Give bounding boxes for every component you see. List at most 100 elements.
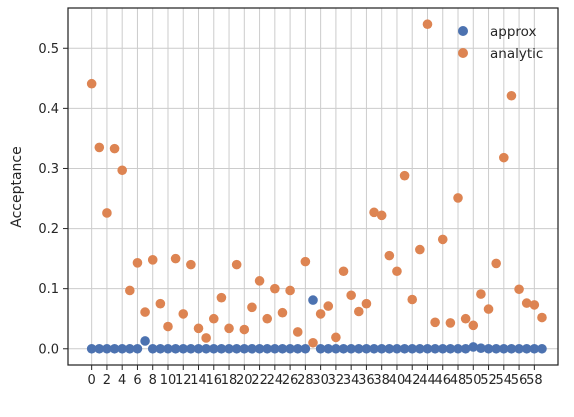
data-point-approx xyxy=(262,343,273,354)
data-point-approx xyxy=(445,343,456,354)
x-tick-label: 50 xyxy=(465,373,482,388)
x-tick-label: 6 xyxy=(133,373,141,388)
data-point-approx xyxy=(537,343,547,354)
data-point-approx xyxy=(224,343,234,354)
x-tick-label: 2 xyxy=(103,373,111,388)
data-point-analytic xyxy=(247,302,257,313)
data-point-analytic xyxy=(239,324,250,335)
x-tick-label: 0 xyxy=(88,373,96,388)
data-point-approx xyxy=(422,343,433,354)
data-point-approx xyxy=(216,343,227,354)
data-point-approx xyxy=(109,343,120,354)
x-tick-label: 28 xyxy=(297,373,314,388)
data-point-approx xyxy=(323,343,334,354)
data-point-approx xyxy=(186,343,196,354)
data-point-analytic xyxy=(224,323,234,334)
data-point-approx xyxy=(94,343,105,354)
data-point-approx xyxy=(201,343,211,354)
data-point-analytic xyxy=(453,193,463,203)
data-point-approx xyxy=(346,343,356,354)
y-tick-label: 0.0 xyxy=(38,342,59,357)
data-point-analytic xyxy=(384,250,395,261)
data-point-approx xyxy=(499,343,509,354)
data-point-approx xyxy=(132,343,143,354)
x-tick-label: 44 xyxy=(419,373,436,388)
axis-ticks: 0 2 4 6 8 10121416182022242628303234363840424… xyxy=(38,42,542,388)
data-point-approx xyxy=(506,343,517,354)
data-point-approx xyxy=(331,343,341,354)
data-point-approx xyxy=(117,343,127,354)
data-point-analytic xyxy=(117,165,127,176)
data-point-analytic xyxy=(323,301,334,311)
data-point-approx xyxy=(193,343,204,354)
data-point-analytic xyxy=(163,321,173,332)
data-point-analytic xyxy=(338,266,349,277)
y-tick-label: 0.1 xyxy=(38,282,59,297)
data-point-analytic xyxy=(109,143,120,154)
data-point-analytic xyxy=(262,313,273,324)
data-point-approx xyxy=(86,343,97,354)
data-point-analytic xyxy=(208,313,219,324)
data-point-approx xyxy=(376,343,387,354)
data-series xyxy=(86,19,547,354)
data-point-approx xyxy=(529,343,540,354)
data-point-approx xyxy=(361,343,372,354)
x-tick-label: 40 xyxy=(389,373,406,388)
data-point-approx xyxy=(270,343,280,354)
x-tick-label: 48 xyxy=(450,373,467,388)
data-point-analytic xyxy=(231,259,242,270)
x-tick-label: 12 xyxy=(175,373,192,388)
data-point-analytic xyxy=(491,258,501,269)
data-point-analytic xyxy=(308,337,318,348)
data-point-approx xyxy=(353,343,364,354)
data-point-analytic xyxy=(315,309,326,319)
data-point-approx xyxy=(483,343,494,354)
data-point-analytic xyxy=(399,170,410,181)
data-point-analytic xyxy=(140,307,150,317)
data-point-approx xyxy=(102,343,112,354)
data-point-analytic xyxy=(514,284,524,295)
data-point-analytic xyxy=(407,294,418,305)
x-tick-label: 46 xyxy=(434,373,451,388)
data-point-analytic xyxy=(499,152,509,163)
legend-label-approx: approx xyxy=(490,24,537,40)
y-tick-label: 0.4 xyxy=(38,102,59,117)
x-tick-label: 36 xyxy=(358,373,375,388)
legend-marker-analytic xyxy=(458,48,468,58)
data-point-approx xyxy=(521,343,532,354)
data-point-approx xyxy=(476,343,486,353)
data-point-analytic xyxy=(445,318,456,328)
data-point-approx xyxy=(369,343,379,354)
data-point-approx xyxy=(208,343,219,354)
data-point-analytic xyxy=(270,283,280,294)
data-point-approx xyxy=(415,343,425,354)
x-tick-label: 32 xyxy=(328,373,345,388)
x-tick-label: 26 xyxy=(282,373,299,388)
data-point-analytic xyxy=(254,276,265,286)
data-point-approx xyxy=(292,343,303,354)
data-point-analytic xyxy=(155,298,166,309)
data-point-approx xyxy=(170,343,181,354)
data-point-approx xyxy=(399,343,410,354)
data-point-analytic xyxy=(125,285,135,296)
data-point-analytic xyxy=(331,332,341,343)
data-point-approx xyxy=(277,343,288,354)
legend-label-analytic: analytic xyxy=(490,46,543,62)
data-point-approx xyxy=(140,336,150,346)
data-point-approx xyxy=(163,343,173,354)
x-tick-label: 14 xyxy=(190,373,207,388)
data-point-analytic xyxy=(216,292,227,303)
x-tick-label: 56 xyxy=(511,373,528,388)
data-point-analytic xyxy=(346,290,356,301)
x-tick-label: 8 xyxy=(149,373,157,388)
data-point-approx xyxy=(384,343,395,354)
data-point-approx xyxy=(453,343,463,354)
data-point-approx xyxy=(392,343,402,354)
data-point-approx xyxy=(468,342,479,352)
legend-marker-approx xyxy=(458,26,468,36)
data-point-approx xyxy=(430,343,440,354)
data-point-analytic xyxy=(353,306,364,317)
data-point-analytic xyxy=(392,266,402,277)
data-point-analytic xyxy=(86,78,97,89)
data-point-approx xyxy=(315,343,326,354)
